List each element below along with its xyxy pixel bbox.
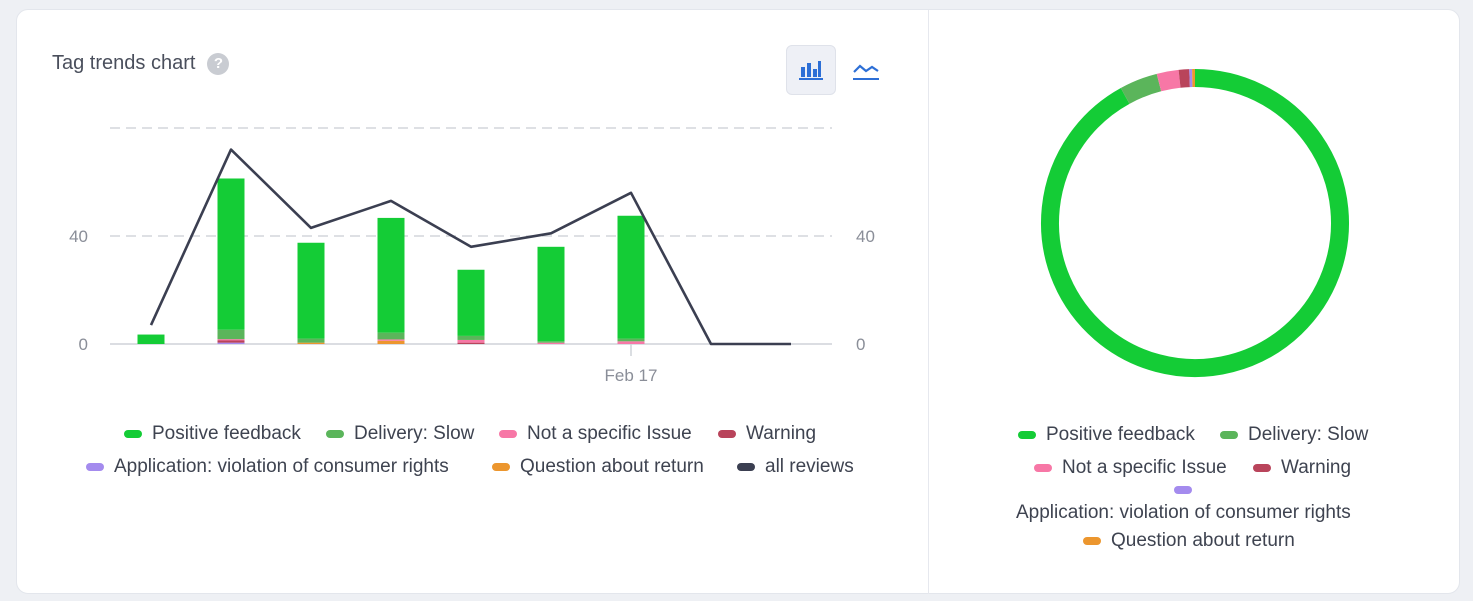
legend-swatch	[1220, 431, 1238, 439]
legend-item[interactable]: Application: violation of consumer right…	[86, 456, 449, 478]
panel-divider	[928, 10, 929, 594]
bar-segment-positive	[297, 242, 325, 339]
legend-label: Application: violation of consumer right…	[1016, 502, 1351, 523]
bar-chart-toggle-button[interactable]	[786, 45, 836, 95]
bar-segment-delivery	[377, 332, 405, 340]
bar-segment-notspecific	[457, 339, 485, 343]
y-tick-label-right: 40	[856, 227, 875, 246]
legend-swatch	[718, 430, 736, 438]
legend-label: Delivery: Slow	[1248, 424, 1369, 445]
line-chart-icon	[853, 64, 879, 80]
bar-segment-warning	[457, 342, 485, 344]
legend-label: Question about return	[1111, 530, 1295, 551]
donut-chart	[1041, 69, 1349, 377]
legend-swatch	[1034, 464, 1052, 472]
bar-segment-application	[217, 342, 245, 344]
y-tick-label-left: 40	[69, 227, 88, 246]
legend-swatch	[124, 430, 142, 438]
bar-segment-notspecific	[617, 341, 645, 344]
legend-label: Warning	[746, 423, 817, 444]
legend-label: Not a specific Issue	[1062, 457, 1227, 478]
legend-label: Positive feedback	[1046, 424, 1195, 445]
legend-label: Not a specific Issue	[527, 423, 692, 444]
chart-title: Tag trends chart ?	[52, 52, 230, 75]
legend-item[interactable]: Not a specific Issue	[1034, 457, 1227, 479]
legend-label: all reviews	[765, 456, 854, 477]
legend-swatch	[737, 463, 755, 471]
line-series-all-reviews	[149, 148, 791, 346]
legend-swatch	[492, 463, 510, 471]
bar-segment-notspecific	[537, 342, 565, 344]
donut-slice-delivery	[1120, 73, 1162, 104]
donut-slice-warning	[1178, 69, 1190, 88]
x-tick-label: Feb 17	[605, 366, 658, 385]
legend-swatch	[1253, 464, 1271, 472]
chart-title-text: Tag trends chart	[52, 52, 196, 74]
bar-line-chart: 0 0 40 40 Feb 17	[69, 127, 875, 385]
bar-segment-positive	[137, 334, 165, 344]
legend-label: Warning	[1281, 457, 1352, 478]
bar-segment-delivery	[297, 338, 325, 343]
donut-slice-notspecific	[1156, 69, 1181, 92]
legend-item[interactable]: all reviews	[737, 456, 854, 478]
legend-item[interactable]: Warning	[718, 423, 816, 445]
bar-segment-notspecific	[377, 339, 405, 341]
legend-label: Application: violation of consumer right…	[114, 456, 449, 477]
y-tick-label-left: 0	[79, 335, 88, 354]
legend-label: Delivery: Slow	[354, 423, 475, 444]
bar-segment-question	[377, 340, 405, 344]
legend-swatch	[499, 430, 517, 438]
bar-segment-positive	[617, 215, 645, 339]
legend-item[interactable]: Question about return	[492, 456, 704, 478]
help-icon[interactable]: ?	[207, 52, 230, 75]
line-chart-toggle-button[interactable]	[846, 52, 886, 92]
bar-segment-positive	[457, 269, 485, 336]
bar-segment-warning	[217, 340, 245, 343]
bar-segment-delivery	[537, 341, 565, 343]
legend-item[interactable]: Application: violation of consumer right…	[1016, 486, 1351, 524]
legend-swatch	[326, 430, 344, 438]
bar-segment-positive	[377, 217, 405, 333]
legend-label: Positive feedback	[152, 423, 301, 444]
legend-item[interactable]: Not a specific Issue	[499, 423, 692, 445]
legend-item[interactable]: Warning	[1253, 457, 1351, 479]
legend-item[interactable]: Delivery: Slow	[1220, 424, 1368, 446]
bar-segment-delivery	[617, 338, 645, 342]
legend-item[interactable]: Delivery: Slow	[326, 423, 474, 445]
legend-label: Question about return	[520, 456, 704, 477]
legend-item[interactable]: Question about return	[1083, 530, 1295, 552]
bar-chart-icon	[799, 61, 823, 80]
legend-swatch	[86, 463, 104, 471]
bar-segment-positive	[217, 178, 245, 330]
legend-swatch	[1083, 537, 1101, 545]
bar-segment-notspecific	[217, 339, 245, 341]
bar-segment-positive	[537, 246, 565, 342]
legend-item[interactable]: Positive feedback	[124, 423, 301, 445]
bar-segment-delivery	[457, 335, 485, 340]
bar-segment-question	[297, 342, 325, 344]
donut-slice-positive	[1041, 69, 1349, 377]
bar-segment-delivery	[217, 329, 245, 340]
legend-item[interactable]: Positive feedback	[1018, 424, 1195, 446]
y-tick-label-right: 0	[856, 335, 865, 354]
legend-swatch	[1174, 486, 1193, 494]
legend-swatch	[1018, 431, 1036, 439]
chart-card	[16, 9, 1460, 594]
